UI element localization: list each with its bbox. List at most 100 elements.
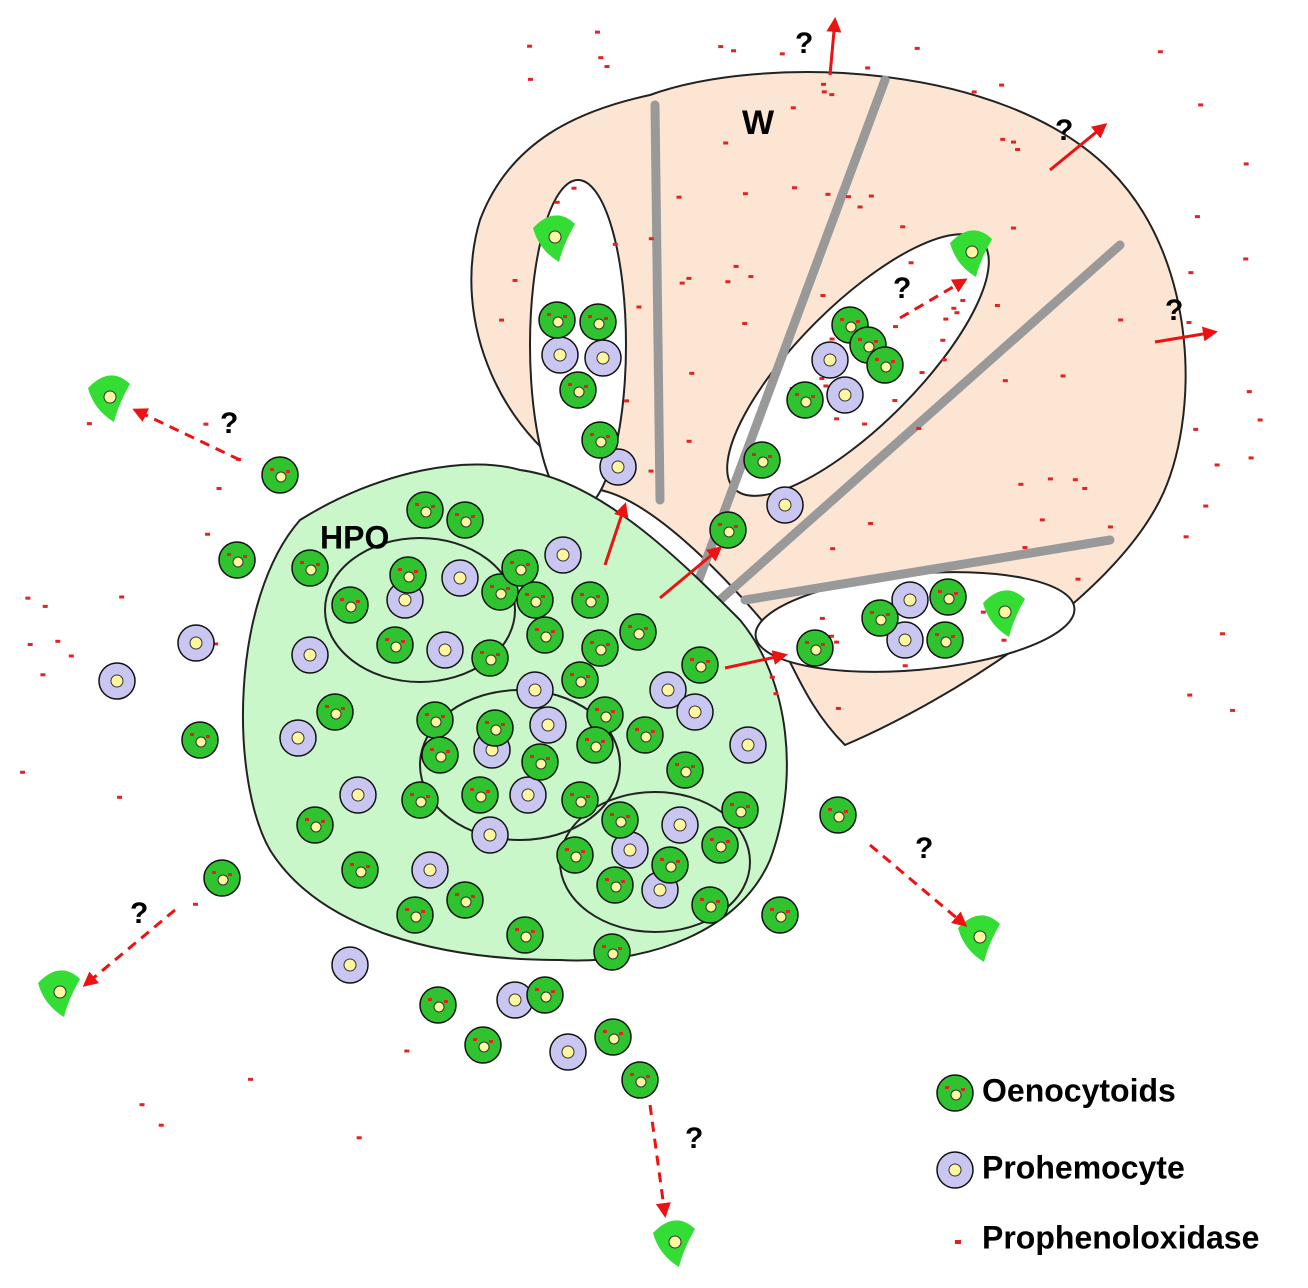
dot bbox=[1073, 478, 1078, 481]
dot bbox=[834, 417, 839, 420]
nucleus bbox=[966, 246, 978, 258]
granule bbox=[875, 358, 879, 361]
nucleus bbox=[574, 387, 584, 397]
granule bbox=[844, 810, 848, 813]
nucleus bbox=[594, 319, 604, 329]
nucleus bbox=[541, 992, 551, 1002]
granule bbox=[415, 503, 419, 506]
granule bbox=[856, 320, 860, 323]
granule bbox=[628, 625, 632, 628]
granule bbox=[951, 635, 955, 638]
nucleus bbox=[662, 684, 674, 696]
granule bbox=[340, 598, 344, 601]
dot bbox=[836, 707, 841, 710]
dot bbox=[40, 673, 45, 676]
dot bbox=[689, 372, 694, 375]
granule bbox=[350, 863, 354, 866]
nucleus bbox=[876, 615, 886, 625]
nucleus bbox=[669, 1236, 681, 1248]
granule bbox=[603, 1030, 607, 1033]
granule bbox=[190, 733, 194, 736]
granule bbox=[945, 1086, 949, 1089]
dot bbox=[1184, 535, 1189, 538]
nucleus bbox=[634, 629, 644, 639]
nucleus bbox=[834, 812, 844, 822]
dot bbox=[404, 1050, 409, 1053]
dot bbox=[555, 201, 560, 204]
dot bbox=[900, 225, 905, 228]
dot bbox=[770, 676, 775, 679]
dot bbox=[649, 470, 654, 473]
granule bbox=[490, 585, 494, 588]
nucleus bbox=[654, 884, 666, 896]
nucleus bbox=[352, 789, 364, 801]
granule bbox=[954, 592, 958, 595]
nucleus bbox=[190, 637, 202, 649]
nucleus bbox=[509, 994, 521, 1006]
granule bbox=[551, 630, 555, 633]
nucleus bbox=[549, 231, 561, 243]
granule bbox=[431, 505, 435, 508]
granule bbox=[590, 433, 594, 436]
nucleus bbox=[516, 565, 526, 575]
dot bbox=[823, 384, 828, 387]
granule bbox=[546, 757, 550, 760]
granule bbox=[595, 708, 599, 711]
nucleus bbox=[811, 645, 821, 655]
nucleus bbox=[591, 742, 601, 752]
nucleus bbox=[553, 317, 563, 327]
granule bbox=[341, 707, 345, 710]
diagram: W HPO ? ? ? ? ? ? ? ? Oenocytoids Prohem… bbox=[0, 0, 1308, 1288]
dot bbox=[1118, 318, 1123, 321]
nucleus bbox=[529, 684, 541, 696]
dot bbox=[869, 195, 874, 198]
granule bbox=[734, 525, 738, 528]
granule bbox=[270, 468, 274, 471]
dot bbox=[43, 605, 48, 608]
nucleus bbox=[562, 1046, 574, 1058]
granule bbox=[526, 563, 530, 566]
dot bbox=[680, 282, 685, 285]
granule bbox=[621, 880, 625, 883]
nucleus bbox=[54, 986, 66, 998]
dot bbox=[829, 93, 834, 96]
dot bbox=[943, 318, 948, 321]
dot bbox=[940, 339, 945, 342]
nucleus bbox=[758, 457, 768, 467]
nucleus bbox=[436, 752, 446, 762]
granule bbox=[401, 640, 405, 643]
question-mark: ? bbox=[893, 272, 911, 305]
dot bbox=[942, 358, 947, 361]
dot bbox=[846, 195, 851, 198]
nucleus bbox=[491, 725, 501, 735]
granule bbox=[886, 613, 890, 616]
granule bbox=[718, 523, 722, 526]
nucleus bbox=[554, 349, 566, 361]
question-mark: ? bbox=[220, 407, 238, 440]
granule bbox=[206, 735, 210, 738]
granule bbox=[551, 990, 555, 993]
dot bbox=[1001, 639, 1006, 642]
granule bbox=[596, 595, 600, 598]
nucleus bbox=[696, 662, 706, 672]
granule bbox=[710, 838, 714, 841]
granule bbox=[586, 795, 590, 798]
granule bbox=[752, 453, 756, 456]
granule bbox=[525, 593, 529, 596]
dot bbox=[1230, 709, 1235, 712]
nucleus bbox=[531, 597, 541, 607]
nucleus bbox=[571, 852, 581, 862]
nucleus bbox=[974, 931, 986, 943]
nucleus bbox=[666, 862, 676, 872]
dot bbox=[1061, 374, 1066, 377]
dot bbox=[1011, 141, 1016, 144]
nucleus bbox=[881, 362, 891, 372]
wing-label: W bbox=[742, 104, 775, 142]
dot bbox=[731, 49, 736, 52]
nucleus bbox=[636, 1077, 646, 1087]
dot bbox=[159, 1124, 164, 1127]
granule bbox=[676, 860, 680, 863]
dot bbox=[734, 265, 739, 268]
nucleus bbox=[999, 606, 1011, 618]
granule bbox=[611, 710, 615, 713]
